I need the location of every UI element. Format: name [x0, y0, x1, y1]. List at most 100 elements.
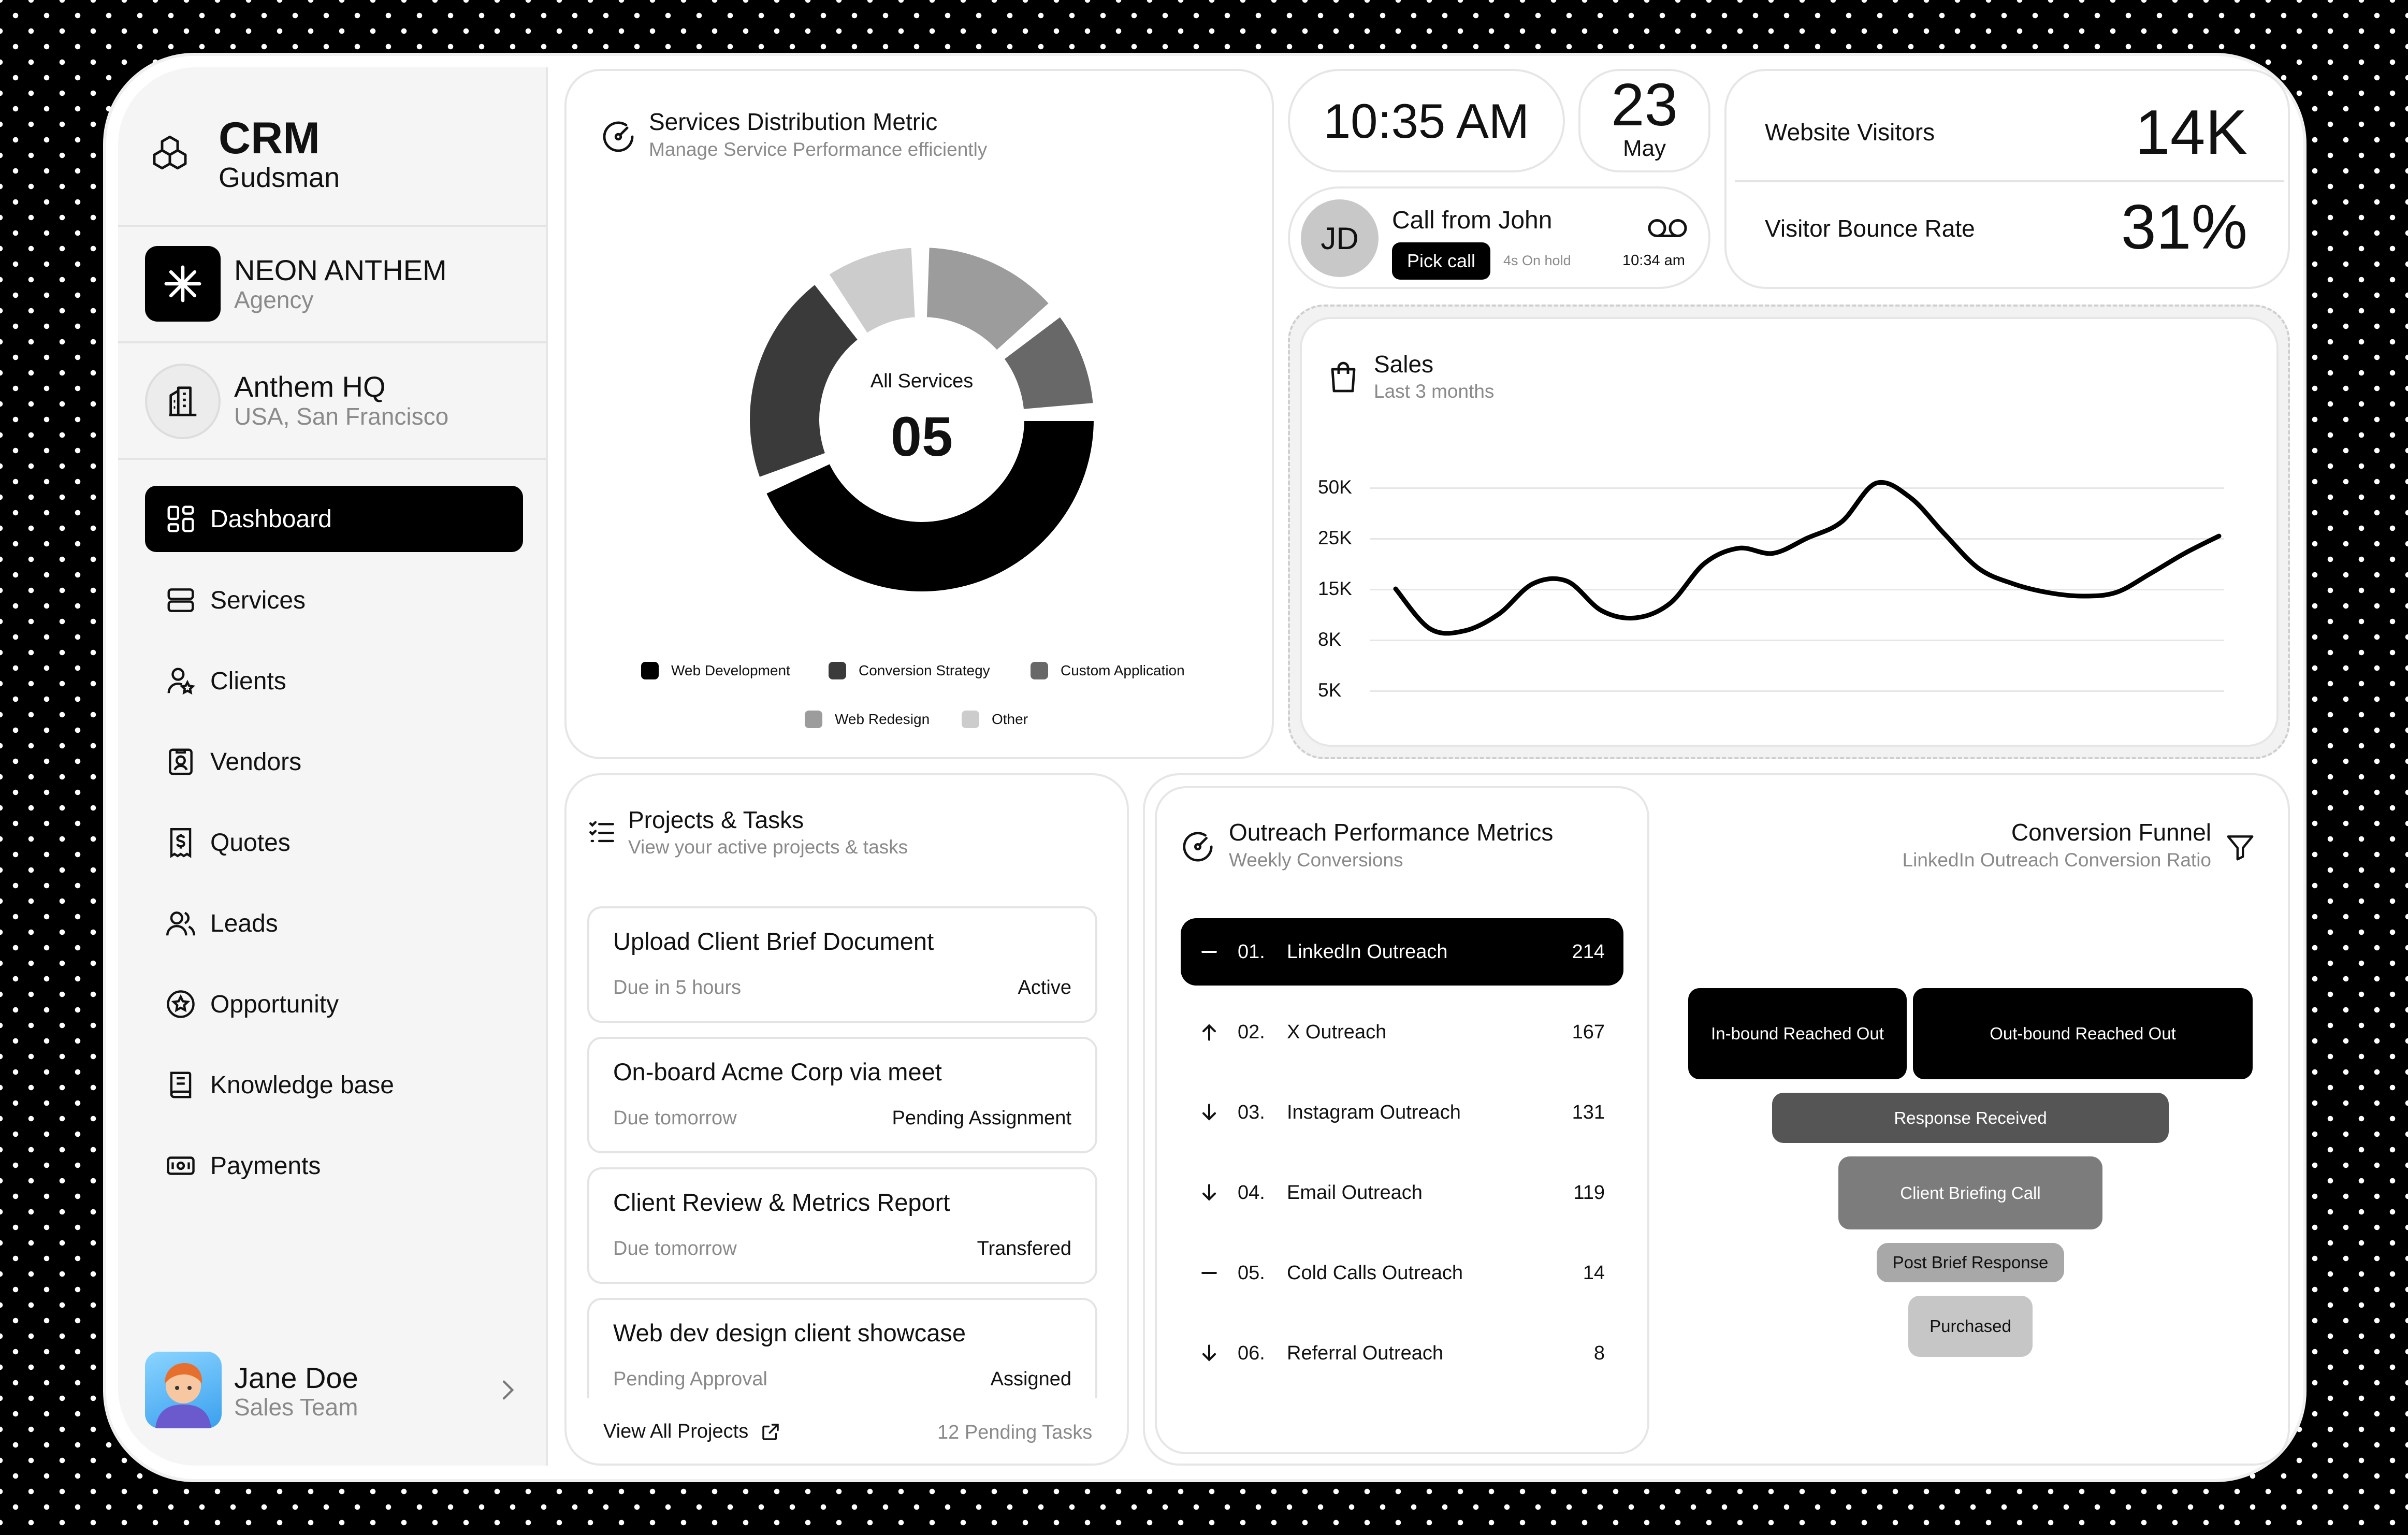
leads-icon [166, 911, 196, 936]
brand-subtitle: Gudsman [219, 162, 340, 193]
outreach-row[interactable]: 02. X Outreach 167 [1181, 998, 1623, 1066]
sidebar-item-label: Services [210, 586, 306, 614]
legend-item: Web Development [641, 662, 790, 679]
sidebar-item-opportunity[interactable]: Opportunity [145, 971, 523, 1037]
task-status: Pending Assignment [892, 1107, 1071, 1129]
task-card[interactable]: Upload Client Brief Document Due in 5 hou… [587, 906, 1097, 1023]
row-label: LinkedIn Outreach [1287, 940, 1448, 963]
funnel-stage-briefing[interactable]: Client Briefing Call [1838, 1156, 2102, 1229]
date-day: 23 [1611, 71, 1678, 138]
task-card[interactable]: Web dev design client showcase Pending Ap… [587, 1298, 1097, 1398]
org-logo-icon [145, 246, 221, 322]
voicemail-icon[interactable] [1647, 216, 1688, 242]
brand-title: CRM [219, 113, 320, 163]
task-title: Web dev design client showcase [613, 1319, 966, 1346]
task-due: Pending Approval [613, 1368, 767, 1390]
legend-item: Other [962, 711, 1028, 728]
services-icon [167, 588, 194, 612]
row-label: Instagram Outreach [1287, 1101, 1461, 1123]
outreach-row[interactable]: 04. Email Outreach 119 [1181, 1159, 1623, 1226]
donut-segment [747, 281, 861, 481]
row-label: X Outreach [1287, 1021, 1387, 1043]
task-card[interactable]: Client Review & Metrics Report Due tomorr… [587, 1167, 1097, 1284]
arrow-up-icon [1181, 1021, 1238, 1044]
user-profile[interactable]: Jane Doe Sales Team [145, 1352, 528, 1429]
projects-subtitle: View your active projects & tasks [628, 836, 908, 858]
stats-divider [1735, 180, 2284, 182]
grid-line [1370, 690, 2224, 692]
clients-icon [167, 668, 196, 695]
trend-flat-icon [1181, 1262, 1238, 1284]
location-switcher[interactable]: Anthem HQ USA, San Francisco [145, 363, 539, 440]
donut-segment [825, 244, 918, 337]
sidebar-item-knowledge-base[interactable]: Knowledge base [145, 1052, 523, 1118]
vendors-icon [169, 748, 193, 775]
donut-center-value: 05 [890, 405, 953, 468]
funnel-stage-outbound[interactable]: Out-bound Reached Out [1913, 988, 2253, 1079]
brand-logo-icon [147, 132, 193, 179]
row-label: Referral Outreach [1287, 1342, 1444, 1364]
task-card[interactable]: On-board Acme Corp via meet Due tomorrow P… [587, 1037, 1097, 1153]
sidebar-item-leads[interactable]: Leads [145, 890, 523, 957]
sidebar-item-vendors[interactable]: Vendors [145, 729, 523, 795]
outreach-row[interactable]: 01. LinkedIn Outreach 214 [1181, 918, 1623, 986]
building-icon [145, 364, 221, 439]
stats-card [1724, 69, 2290, 289]
outreach-row[interactable]: 03. Instagram Outreach 131 [1181, 1079, 1623, 1146]
view-all-projects-link[interactable]: View All Projects [603, 1421, 781, 1443]
row-value: 119 [1573, 1181, 1605, 1204]
grid-line [1370, 640, 2224, 641]
payments-icon [167, 1156, 195, 1175]
task-status: Active [1018, 977, 1071, 998]
row-number: 03. [1238, 1101, 1265, 1123]
org-type: Agency [234, 286, 314, 313]
outreach-row[interactable]: 06. Referral Outreach 8 [1181, 1320, 1623, 1387]
y-tick: 8K [1318, 629, 1342, 650]
chevron-right-icon[interactable] [493, 1375, 522, 1404]
row-label: Email Outreach [1287, 1181, 1423, 1204]
filter-icon[interactable] [2224, 831, 2256, 863]
sidebar-item-quotes[interactable]: Quotes [145, 809, 523, 876]
hold-status: 4s On hold [1503, 253, 1571, 268]
grid-line [1370, 487, 2224, 489]
sidebar-item-label: Vendors [210, 748, 302, 776]
sidebar-item-services[interactable]: Services [145, 567, 523, 633]
funnel-stage-purchased[interactable]: Purchased [1908, 1296, 2033, 1357]
row-number: 05. [1238, 1262, 1265, 1284]
arrow-down-icon [1181, 1342, 1238, 1365]
row-label: Cold Calls Outreach [1287, 1262, 1463, 1284]
outreach-card [1155, 786, 1649, 1454]
grid-line [1370, 589, 2224, 590]
sidebar-item-label: Clients [210, 667, 286, 695]
call-time: 10:34 am [1622, 252, 1685, 269]
sales-card [1300, 317, 2279, 747]
org-switcher[interactable]: NEON ANTHEM Agency [145, 246, 539, 324]
funnel-stage-post-brief[interactable]: Post Brief Response [1877, 1243, 2064, 1282]
row-value: 14 [1583, 1262, 1605, 1284]
quotes-icon [170, 828, 192, 858]
sidebar-item-clients[interactable]: Clients [145, 648, 523, 714]
donut-center-label: All Services [870, 370, 974, 392]
sales-title: Sales [1374, 351, 1434, 378]
stat-label: Website Visitors [1765, 119, 1935, 146]
pending-tasks-count: 12 Pending Tasks [937, 1422, 1093, 1443]
donut-segment [923, 244, 1052, 354]
sidebar-item-dashboard[interactable]: Dashboard [145, 486, 523, 552]
sidebar-item-payments[interactable]: Payments [145, 1133, 523, 1199]
checklist-icon [587, 817, 617, 847]
legend-item: Custom Application [1031, 662, 1185, 679]
task-title: Client Review & Metrics Report [613, 1189, 950, 1216]
y-tick: 5K [1318, 679, 1342, 701]
hq-name: Anthem HQ [234, 370, 386, 403]
opportunity-icon [167, 990, 195, 1018]
sidebar-item-label: Payments [210, 1152, 321, 1180]
funnel-stage-inbound[interactable]: In-bound Reached Out [1688, 988, 1907, 1079]
services-subtitle: Manage Service Performance efficiently [649, 139, 988, 160]
funnel-stage-response[interactable]: Response Received [1772, 1093, 2169, 1143]
dashboard-icon [167, 505, 194, 532]
outreach-subtitle: Weekly Conversions [1229, 849, 1403, 871]
user-name: Jane Doe [234, 1362, 358, 1394]
outreach-row[interactable]: 05. Cold Calls Outreach 14 [1181, 1239, 1623, 1307]
pick-call-button[interactable]: Pick call [1392, 242, 1490, 280]
row-number: 06. [1238, 1342, 1265, 1364]
